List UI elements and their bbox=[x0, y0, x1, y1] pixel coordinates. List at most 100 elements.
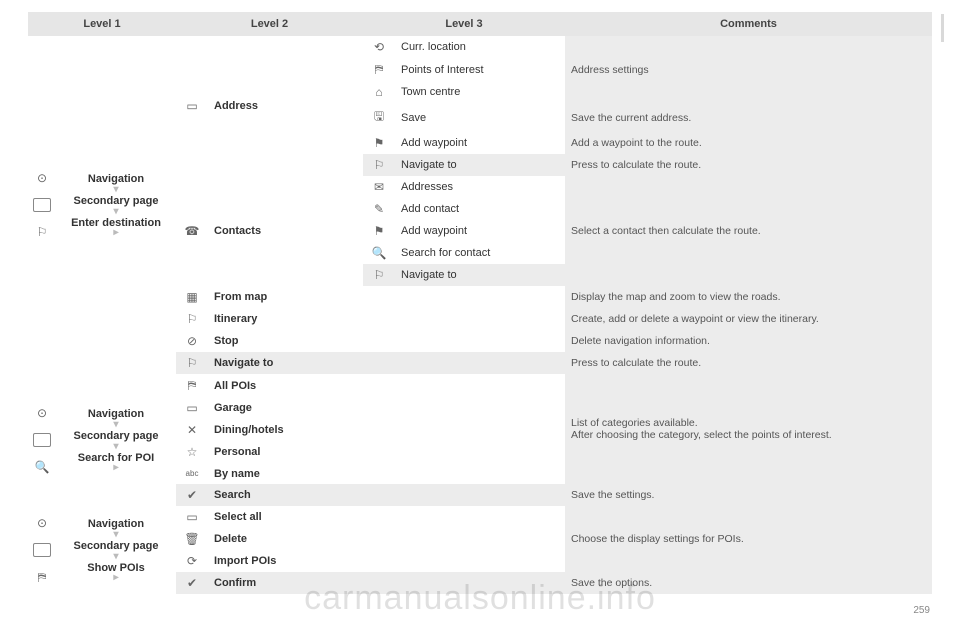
row-icon: ✎ bbox=[363, 198, 395, 220]
l3-empty bbox=[363, 528, 565, 550]
row-icon: ✔ bbox=[176, 484, 208, 506]
l2-label: All POIs bbox=[208, 374, 363, 397]
compass-icon: ⊙ bbox=[37, 172, 47, 184]
l3-empty bbox=[363, 374, 565, 397]
header-l1: Level 1 bbox=[28, 12, 176, 36]
table-row: ⊙ 🔍 Navigation ▾ Secondary page ▾ Search… bbox=[28, 374, 932, 397]
page-icon bbox=[33, 198, 51, 212]
poi-icon: ⛿ bbox=[38, 571, 47, 583]
l3-label: Points of Interest bbox=[395, 58, 565, 81]
row-icon: ☆ bbox=[176, 441, 208, 463]
l2-label: Navigate to bbox=[208, 352, 363, 374]
row-icon: ▭ bbox=[176, 397, 208, 419]
l3-label: Curr. location bbox=[395, 36, 565, 58]
comment: Create, add or delete a waypoint or view… bbox=[565, 308, 932, 330]
l2-label: Itinerary bbox=[208, 308, 363, 330]
comment: Save the options. bbox=[565, 572, 932, 594]
arrow-right-icon: ▸ bbox=[62, 229, 170, 237]
flag-icon: ⚐ bbox=[37, 226, 48, 238]
row-icon: ⚑ bbox=[363, 220, 395, 242]
row-icon: ⊘ bbox=[176, 330, 208, 352]
l2-label: Select all bbox=[208, 506, 363, 528]
l2-label: Personal bbox=[208, 441, 363, 463]
settings-table: Level 1 Level 2 Level 3 Comments ⊙ ⚐ Nav… bbox=[28, 12, 932, 594]
row-icon: ▭ bbox=[176, 506, 208, 528]
page-number: 259 bbox=[913, 605, 930, 616]
l3-empty bbox=[363, 484, 565, 506]
header-row: Level 1 Level 2 Level 3 Comments bbox=[28, 12, 932, 36]
l3-label: Add waypoint bbox=[395, 220, 565, 242]
row-icon: ✉ bbox=[363, 176, 395, 198]
l3-label: Addresses bbox=[395, 176, 565, 198]
l2-label: Dining/hotels bbox=[208, 419, 363, 441]
arrow-down-icon: ▾ bbox=[62, 208, 170, 216]
l3-label: Town centre bbox=[395, 81, 565, 103]
row-icon: ⛿ bbox=[363, 58, 395, 81]
row-icon: ✕ bbox=[176, 419, 208, 441]
row-icon: ⟳ bbox=[176, 550, 208, 572]
comment: Select a contact then calculate the rout… bbox=[565, 176, 932, 286]
l3-empty bbox=[363, 308, 565, 330]
comment: Display the map and zoom to view the roa… bbox=[565, 286, 932, 308]
comment: Save the settings. bbox=[565, 484, 932, 506]
l1-icons: ⊙ 🔍 bbox=[28, 374, 56, 506]
l2-label: Garage bbox=[208, 397, 363, 419]
comment: Address settings bbox=[565, 36, 932, 103]
l1-icons: ⊙ ⚐ bbox=[28, 36, 56, 374]
l3-label: Save bbox=[395, 103, 565, 132]
l3-label: Search for contact bbox=[395, 242, 565, 264]
comment: Press to calculate the route. bbox=[565, 154, 932, 176]
l3-empty bbox=[363, 286, 565, 308]
arrow-down-icon: ▾ bbox=[62, 186, 170, 194]
arrow-down-icon: ▾ bbox=[62, 553, 170, 561]
page-icon bbox=[33, 543, 51, 557]
l3-empty bbox=[363, 506, 565, 528]
l2-label: Stop bbox=[208, 330, 363, 352]
compass-icon: ⊙ bbox=[37, 517, 47, 529]
l3-empty bbox=[363, 572, 565, 594]
l2-address: Address bbox=[208, 36, 363, 176]
l2-label: By name bbox=[208, 463, 363, 484]
header-l2: Level 2 bbox=[176, 12, 363, 36]
manual-page: Level 1 Level 2 Level 3 Comments ⊙ ⚐ Nav… bbox=[0, 0, 960, 594]
l1-icons: ⊙ ⛿ bbox=[28, 506, 56, 594]
row-icon: ⚑ bbox=[363, 132, 395, 154]
l3-empty bbox=[363, 352, 565, 374]
row-icon: 🗑 bbox=[176, 528, 208, 550]
side-accent bbox=[941, 14, 944, 42]
l3-empty bbox=[363, 463, 565, 484]
row-icon: 🖫 bbox=[363, 103, 395, 132]
l3-label: Navigate to bbox=[395, 154, 565, 176]
arrow-right-icon: ▸ bbox=[62, 574, 170, 582]
row-icon: ⛿ bbox=[176, 374, 208, 397]
comment: Add a waypoint to the route. bbox=[565, 132, 932, 154]
row-icon: ⌂ bbox=[363, 81, 395, 103]
page-icon bbox=[33, 433, 51, 447]
row-icon: ⚐ bbox=[176, 308, 208, 330]
header-l3: Level 3 bbox=[363, 12, 565, 36]
l2-label: Confirm bbox=[208, 572, 363, 594]
l2-label: Search bbox=[208, 484, 363, 506]
table-row: ⊙ ⚐ Navigation ▾ Secondary page ▾ Enter … bbox=[28, 36, 932, 58]
l3-empty bbox=[363, 397, 565, 419]
row-icon: ✔ bbox=[176, 572, 208, 594]
l2-contacts: Contacts bbox=[208, 176, 363, 286]
arrow-right-icon: ▸ bbox=[62, 464, 170, 472]
arrow-down-icon: ▾ bbox=[62, 421, 170, 429]
comment: Choose the display settings for POIs. bbox=[565, 506, 932, 572]
l1-label: Navigation ▾ Secondary page ▾ Show POIs … bbox=[56, 506, 176, 594]
compass-icon: ⊙ bbox=[37, 407, 47, 419]
row-icon: ⚐ bbox=[363, 154, 395, 176]
row-icon: ⚐ bbox=[363, 264, 395, 286]
address-icon: ▭ bbox=[176, 36, 208, 176]
l3-label: Add waypoint bbox=[395, 132, 565, 154]
comment: Press to calculate the route. bbox=[565, 352, 932, 374]
comment: Save the current address. bbox=[565, 103, 932, 132]
l2-label: From map bbox=[208, 286, 363, 308]
l3-label: Add contact bbox=[395, 198, 565, 220]
l3-empty bbox=[363, 419, 565, 441]
l3-label: Navigate to bbox=[395, 264, 565, 286]
header-comments: Comments bbox=[565, 12, 932, 36]
search-poi-icon: 🔍 bbox=[35, 461, 50, 473]
l1-label: Navigation ▾ Secondary page ▾ Search for… bbox=[56, 374, 176, 506]
